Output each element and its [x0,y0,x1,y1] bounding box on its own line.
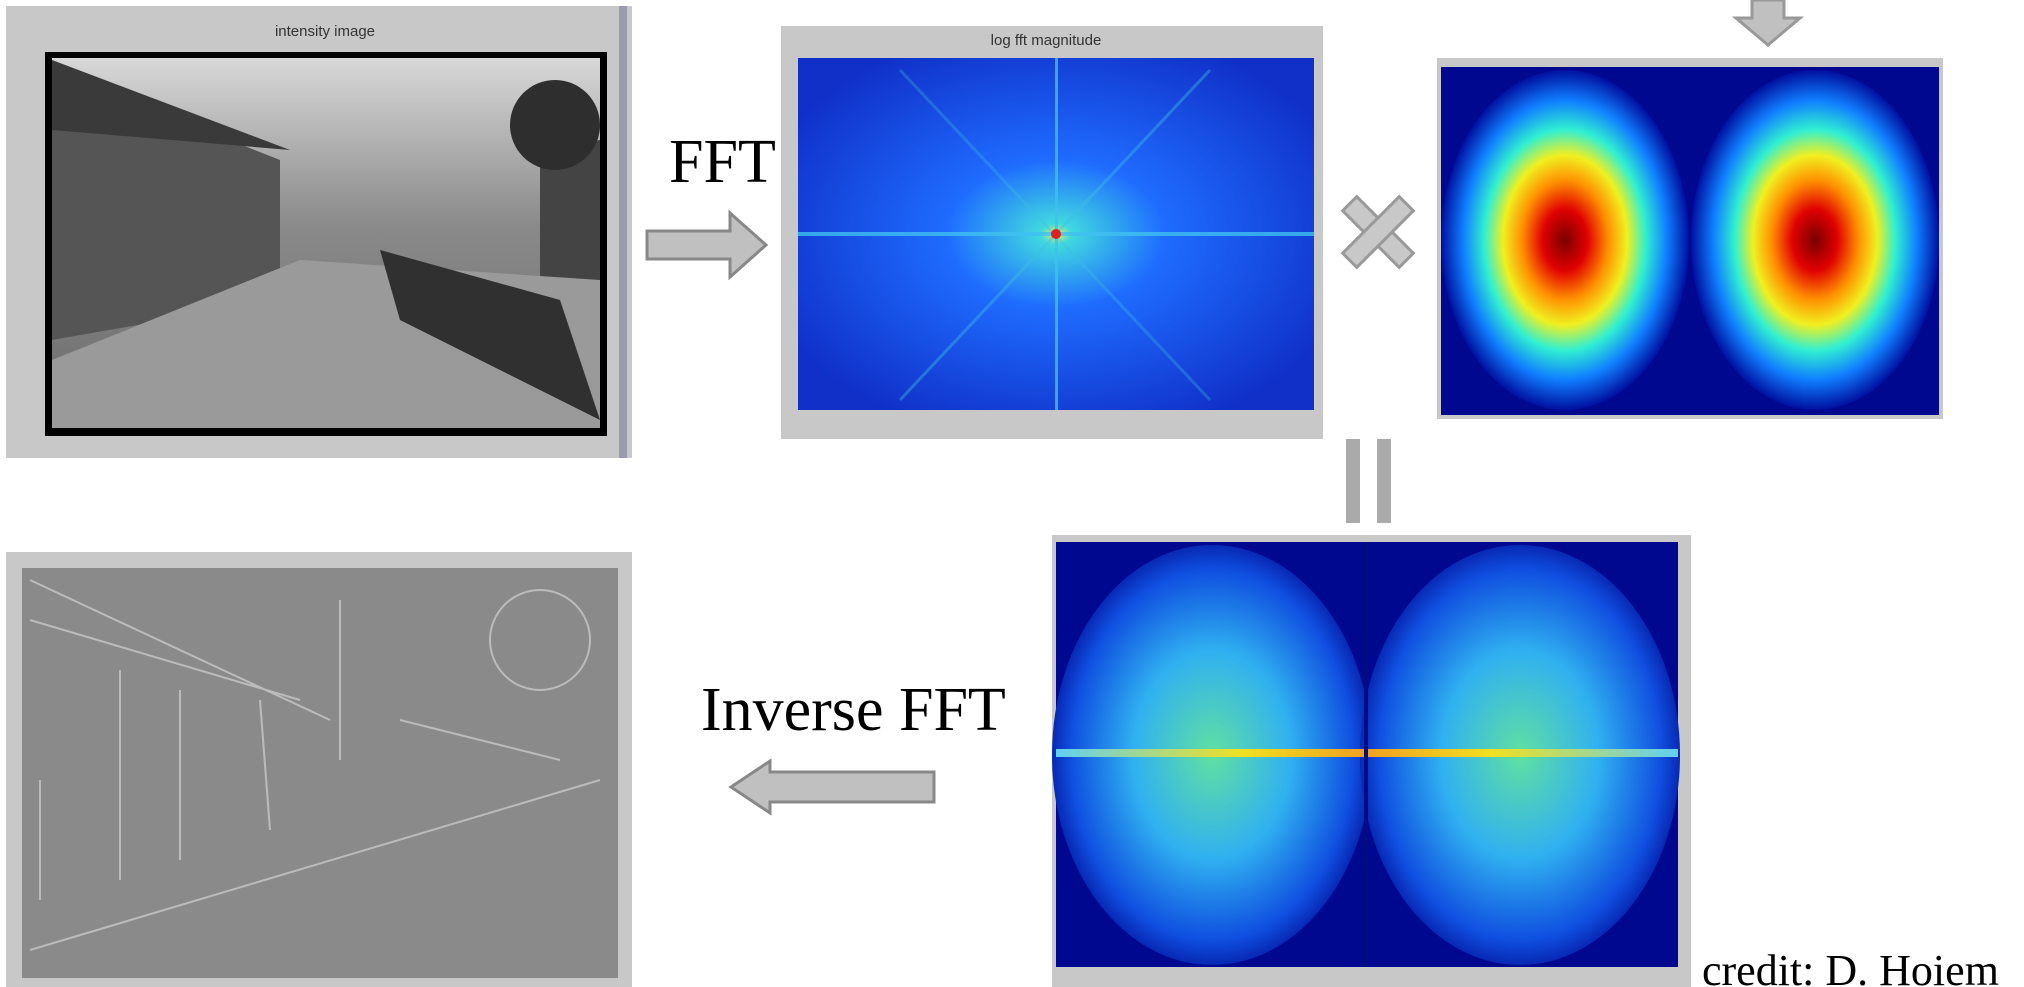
tree [510,80,600,170]
fft-center [1051,229,1061,239]
output-image [22,568,618,978]
arrow-left [731,761,934,813]
panel-title: log fft magnitude [991,32,1102,49]
times-sign [1321,175,1434,288]
filter-lobe [1691,70,1939,410]
equals-bar [1377,439,1391,523]
filter-lobe [1441,70,1689,410]
diagram: intensity image FFT log fft magnitude In… [0,0,2024,987]
credit: credit: D. Hoiem [1702,946,1999,987]
product-center-line [1364,542,1368,967]
arrow-down [1736,0,1800,45]
fft-label: FFT [669,128,776,196]
panel-title: intensity image [275,23,375,40]
arrow-right [647,213,766,277]
page: intensity image FFT log fft magnitude In… [0,0,2024,987]
equals-bar [1346,439,1360,523]
scrollbar [619,6,627,458]
inverse-fft-label: Inverse FFT [701,676,1006,744]
